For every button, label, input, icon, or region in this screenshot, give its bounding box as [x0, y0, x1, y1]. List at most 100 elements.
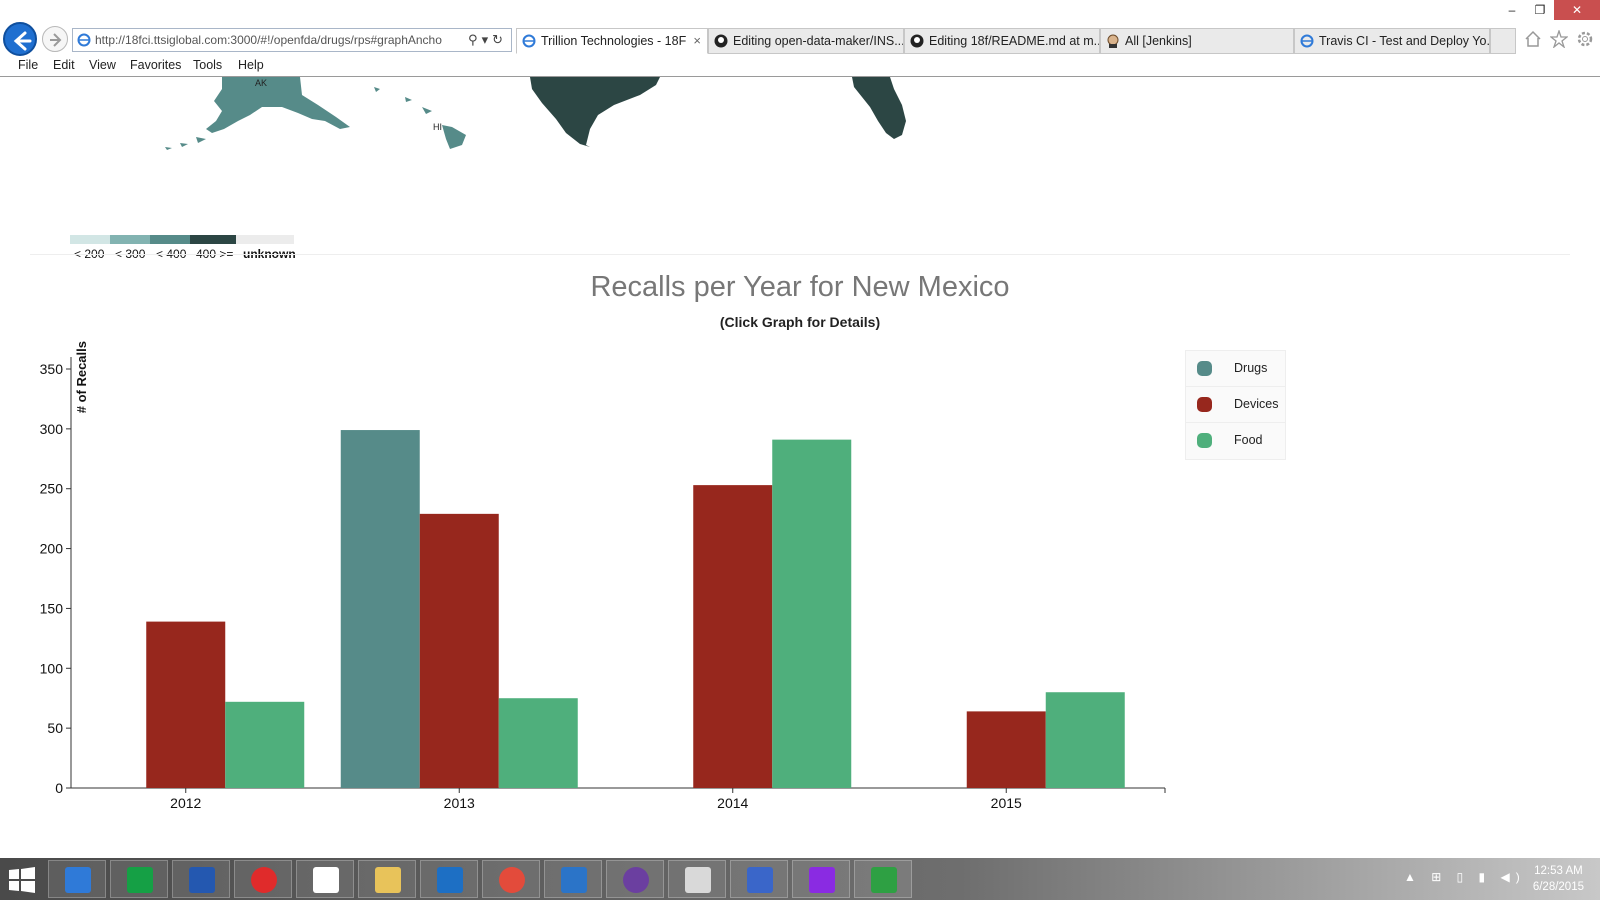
menu-help[interactable]: Help — [238, 58, 264, 72]
back-button[interactable] — [3, 22, 37, 56]
minimize-button[interactable]: – — [1508, 3, 1516, 17]
taskbar-app-9[interactable] — [606, 860, 664, 898]
bar-food-2013[interactable] — [498, 698, 578, 788]
forward-button[interactable] — [42, 26, 68, 52]
y-tick-label: 150 — [40, 600, 64, 616]
taskbar-app-5[interactable] — [358, 860, 416, 898]
bar-devices-2013[interactable] — [419, 513, 499, 788]
tab-label: Editing 18f/README.md at m... — [929, 34, 1100, 48]
bar-food-2014[interactable] — [772, 439, 852, 788]
ie-icon — [1300, 34, 1314, 48]
system-tray[interactable]: ▲ ⊞ ▯ ▮ ◀) — [1404, 870, 1526, 884]
bar-devices-2014[interactable] — [693, 485, 773, 788]
search-icon[interactable]: ⚲ — [468, 32, 482, 47]
address-bar[interactable]: http://18fci.ttsiglobal.com:3000/#!/open… — [72, 28, 512, 52]
menu-favorites[interactable]: Favorites — [130, 58, 182, 72]
taskbar-app-12[interactable] — [792, 860, 850, 898]
legend-label-food: Food — [1234, 433, 1263, 447]
menu-edit[interactable]: Edit — [53, 58, 75, 72]
y-tick-label: 50 — [47, 720, 63, 736]
internet-explorer-icon — [65, 867, 91, 893]
taskbar: ▲ ⊞ ▯ ▮ ◀) 12:53 AM 6/28/2015 — [0, 858, 1600, 900]
tab-github-readme[interactable]: Editing 18f/README.md at m... — [904, 28, 1100, 54]
legend-label-devices: Devices — [1234, 397, 1279, 411]
favorites-star-icon[interactable] — [1549, 28, 1569, 49]
taskbar-app-7[interactable] — [482, 860, 540, 898]
chart-legend: Drugs Devices Food — [1185, 350, 1286, 460]
taskbar-app-13[interactable] — [854, 860, 912, 898]
close-window-button[interactable]: ✕ — [1554, 0, 1600, 20]
new-tab-button[interactable] — [1490, 28, 1516, 54]
taskbar-app-8[interactable] — [544, 860, 602, 898]
y-tick-label: 100 — [40, 660, 64, 676]
y-tick-label: 250 — [40, 481, 64, 497]
legend-dot-devices — [1197, 397, 1212, 412]
menu-view[interactable]: View — [89, 58, 116, 72]
bar-drugs-2013[interactable] — [340, 430, 420, 788]
menu-file[interactable]: File — [18, 58, 39, 72]
taskbar-app-3[interactable] — [234, 860, 292, 898]
legend-dot-food — [1197, 433, 1212, 448]
forward-arrow-icon — [50, 33, 62, 47]
legend-dot-drugs — [1197, 361, 1212, 376]
taskbar-app-2[interactable] — [172, 860, 230, 898]
clock-time: 12:53 AM — [1534, 865, 1583, 877]
windows-start-icon[interactable] — [8, 866, 36, 894]
state-texas — [530, 77, 660, 147]
chart-subtitle: (Click Graph for Details) — [719, 314, 881, 330]
network-icon — [747, 867, 773, 893]
x-tick-label: 2012 — [170, 795, 201, 811]
jenkins-icon — [1107, 34, 1119, 48]
store-icon — [127, 867, 153, 893]
bar-food-2012[interactable] — [225, 701, 305, 788]
taskbar-app-4[interactable] — [296, 860, 354, 898]
us-map[interactable]: AK HI — [0, 77, 1600, 247]
taskbar-app-11[interactable] — [730, 860, 788, 898]
legend-item-devices[interactable]: Devices — [1186, 387, 1285, 423]
browser-chrome: – ❐ ✕ http://18fci.ttsiglobal.com:3000/#… — [0, 0, 1600, 77]
refresh-icon[interactable]: ↻ — [492, 32, 507, 47]
dropdown-icon[interactable]: ▾ — [481, 32, 493, 47]
legend-item-food[interactable]: Food — [1186, 423, 1285, 459]
settings-gear-icon[interactable] — [1576, 30, 1594, 48]
address-text: http://18fci.ttsiglobal.com:3000/#!/open… — [95, 33, 442, 47]
legend-swatch-under-400 — [150, 235, 190, 244]
bar-devices-2015[interactable] — [966, 711, 1046, 788]
taskbar-app-1[interactable] — [110, 860, 168, 898]
tab-github-ins[interactable]: Editing open-data-maker/INS... — [708, 28, 904, 54]
bar-food-2015[interactable] — [1045, 692, 1125, 788]
back-arrow-icon — [13, 31, 32, 51]
section-divider — [30, 254, 1570, 255]
taskbar-clock[interactable]: 12:53 AM 6/28/2015 — [1533, 863, 1584, 895]
paint-icon — [685, 867, 711, 893]
taskbar-app-6[interactable] — [420, 860, 478, 898]
home-icon[interactable] — [1524, 30, 1542, 48]
file-explorer-icon — [375, 867, 401, 893]
project-icon — [871, 867, 897, 893]
tab-label: Editing open-data-maker/INS... — [733, 34, 904, 48]
x-tick-label: 2014 — [717, 795, 748, 811]
y-tick-label: 0 — [55, 780, 63, 796]
restore-button[interactable]: ❐ — [1534, 3, 1546, 17]
lenovo-icon — [189, 867, 215, 893]
tab-trillion[interactable]: Trillion Technologies - 18F × — [516, 28, 708, 54]
legend-swatch-under-300 — [110, 235, 150, 244]
map-label-hi: HI — [433, 122, 442, 132]
menu-tools[interactable]: Tools — [193, 58, 223, 72]
taskbar-app-10[interactable] — [668, 860, 726, 898]
tab-close-icon[interactable]: × — [693, 33, 701, 48]
tab-travis[interactable]: Travis CI - Test and Deploy Yo... — [1294, 28, 1490, 54]
bar-devices-2012[interactable] — [146, 621, 226, 788]
tab-jenkins[interactable]: All [Jenkins] — [1100, 28, 1294, 54]
ie-icon — [522, 34, 536, 48]
y-tick-label: 300 — [40, 421, 64, 437]
recalls-bar-chart[interactable]: 0 50 100 150 200 250 300 350 # of Recalls 2012 201… — [0, 77, 1600, 858]
github-icon — [714, 34, 728, 48]
y-tick-label: 350 — [40, 361, 64, 377]
taskbar-app-0[interactable] — [48, 860, 106, 898]
address-tools[interactable]: ⚲▾↻ — [468, 29, 507, 51]
state-hawaii — [374, 87, 466, 149]
page-content: AK HI < 200 < 300 < 400 400 >= unknown R… — [0, 77, 1600, 858]
legend-label-drugs: Drugs — [1234, 361, 1268, 375]
legend-item-drugs[interactable]: Drugs — [1186, 351, 1285, 387]
